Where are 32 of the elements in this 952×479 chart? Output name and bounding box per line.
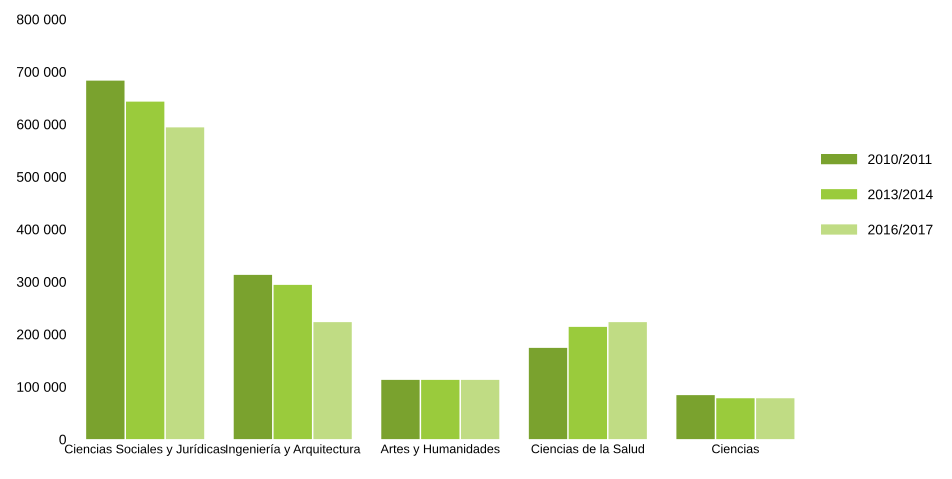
bar bbox=[166, 127, 204, 440]
bar bbox=[274, 284, 312, 440]
y-tick-label: 300 000 bbox=[16, 277, 66, 287]
bar bbox=[86, 80, 125, 440]
y-tick-label: 100 000 bbox=[17, 382, 66, 392]
y-tick-label: 800 000 bbox=[16, 14, 66, 24]
x-tick-label: Ciencias bbox=[712, 444, 759, 454]
y-tick-label: 200 000 bbox=[17, 330, 66, 340]
bar bbox=[126, 102, 164, 440]
y-tick-label: 0 bbox=[59, 434, 66, 444]
legend-label: 2013/2014 bbox=[868, 189, 933, 200]
bar bbox=[608, 322, 647, 440]
bar bbox=[421, 380, 460, 440]
x-tick-label: Ingeniería y Arquitectura bbox=[226, 444, 360, 456]
bar bbox=[381, 380, 420, 440]
legend-label: 2010/2011 bbox=[868, 154, 932, 164]
bar bbox=[676, 395, 715, 440]
bar bbox=[716, 398, 755, 440]
bar bbox=[756, 398, 794, 440]
bar bbox=[460, 380, 500, 440]
x-tick-label: Ciencias de la Salud bbox=[532, 444, 644, 454]
legend-label: 2016/2017 bbox=[868, 224, 932, 234]
bar bbox=[313, 322, 352, 440]
y-tick-label: 600 000 bbox=[17, 120, 66, 130]
y-tick-label: 700 000 bbox=[17, 67, 66, 77]
y-tick-label: 400 000 bbox=[16, 224, 66, 234]
x-tick-label: Ciencias Sociales y Jurídicas bbox=[64, 444, 226, 456]
bar bbox=[568, 326, 608, 440]
bar bbox=[528, 348, 568, 440]
x-tick-label: Artes y Humanidades bbox=[380, 444, 500, 456]
y-tick-label: 500 000 bbox=[16, 172, 66, 182]
bar bbox=[234, 274, 272, 440]
